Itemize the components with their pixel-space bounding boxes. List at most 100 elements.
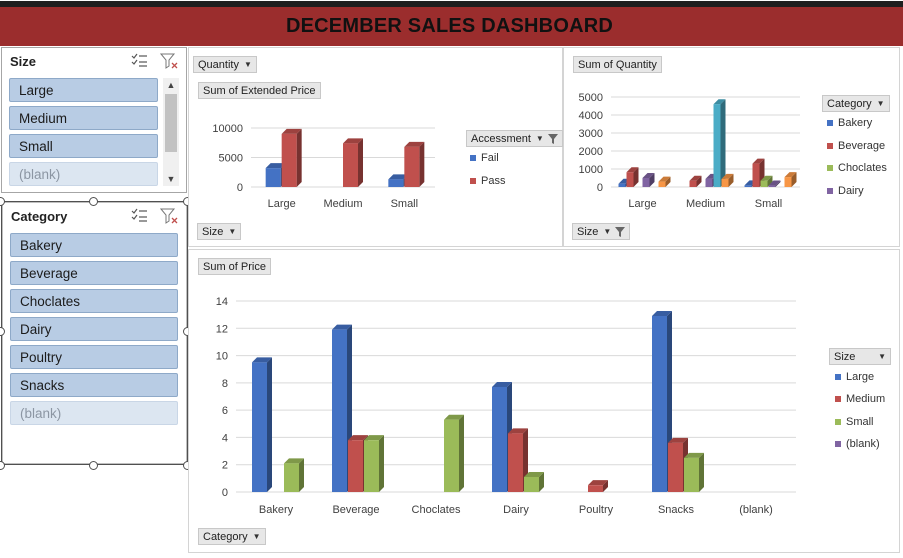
category-slicer-header: Category bbox=[3, 203, 186, 229]
x-tick-label: Choclates bbox=[412, 504, 461, 516]
size-field-button[interactable]: Size ▼ bbox=[572, 223, 631, 240]
y-tick-label: 3000 bbox=[579, 128, 603, 140]
clear-filter-icon[interactable] bbox=[160, 53, 178, 69]
y-tick-label: 12 bbox=[216, 323, 228, 335]
size-field-button[interactable]: Size ▼ bbox=[197, 223, 242, 240]
x-tick-label: Large bbox=[268, 198, 296, 210]
dashboard-title-bar: DECEMBER SALES DASHBOARD bbox=[0, 1, 903, 46]
bar-small-choclates bbox=[444, 414, 464, 492]
bar-medium-poultry bbox=[588, 480, 608, 492]
quantity-chart[interactable]: Sum of Quantity Category ▼ Bakery Beverag… bbox=[563, 47, 900, 247]
scroll-up-icon[interactable]: ▲ bbox=[166, 80, 176, 90]
sum-quantity-button[interactable]: Sum of Quantity bbox=[573, 56, 662, 73]
bar-pass-small bbox=[404, 141, 425, 187]
bar-large-bakery bbox=[252, 357, 272, 492]
x-tick-label: Beverage bbox=[332, 504, 379, 516]
scroll-thumb[interactable] bbox=[165, 94, 177, 152]
size-slicer[interactable]: Size Large Medium Small (blank) ▲ ▼ bbox=[1, 47, 187, 193]
dropdown-arrow-icon: ▼ bbox=[878, 352, 886, 361]
dropdown-arrow-icon: ▼ bbox=[243, 60, 252, 69]
size-legend-field-button[interactable]: Size ▼ bbox=[829, 348, 891, 365]
x-tick-label: Large bbox=[628, 198, 656, 210]
slicer-item-bakery[interactable]: Bakery bbox=[10, 233, 178, 257]
x-tick-label: Poultry bbox=[579, 504, 614, 516]
y-tick-label: 6 bbox=[222, 405, 228, 417]
slicer-item-medium[interactable]: Medium bbox=[9, 106, 158, 130]
legend-item-pass: Pass bbox=[470, 175, 505, 187]
bar-small-snacks bbox=[684, 452, 704, 492]
dropdown-arrow-icon: ▼ bbox=[876, 99, 885, 108]
category-slicer[interactable]: Category Bakery Beverage Choclates Dairy… bbox=[2, 202, 187, 464]
dropdown-arrow-icon: ▼ bbox=[603, 227, 612, 236]
legend-item-bakery: Bakery bbox=[827, 117, 872, 129]
resize-handle[interactable] bbox=[89, 197, 98, 206]
bar-series5-small bbox=[784, 172, 797, 187]
resize-handle[interactable] bbox=[89, 461, 98, 470]
slicer-item-snacks[interactable]: Snacks bbox=[10, 373, 178, 397]
y-tick-label: 5000 bbox=[579, 92, 603, 104]
category-slicer-title: Category bbox=[11, 208, 68, 224]
resize-handle[interactable] bbox=[0, 327, 5, 336]
y-tick-label: 0 bbox=[237, 182, 243, 194]
price-chart[interactable]: Sum of Price Size ▼ Large Medium Small (b… bbox=[188, 249, 900, 553]
bar-series5-large bbox=[658, 176, 671, 187]
y-tick-label: 14 bbox=[216, 296, 228, 308]
y-tick-label: 4000 bbox=[579, 110, 603, 122]
y-tick-label: 8 bbox=[222, 378, 228, 390]
sum-price-button[interactable]: Sum of Price bbox=[198, 258, 271, 275]
x-tick-label: (blank) bbox=[739, 504, 773, 516]
legend-item-choclates: Choclates bbox=[827, 162, 887, 174]
extended-price-chart[interactable]: Quantity ▼ Sum of Extended Price Accessme… bbox=[188, 47, 563, 247]
y-tick-label: 1000 bbox=[579, 164, 603, 176]
bar-dairy-small bbox=[768, 180, 781, 187]
column-header-strip bbox=[0, 1, 903, 7]
multi-select-icon[interactable] bbox=[131, 53, 148, 69]
y-tick-label: 0 bbox=[597, 182, 603, 194]
clear-filter-icon[interactable] bbox=[160, 208, 178, 224]
multi-select-icon[interactable] bbox=[131, 208, 148, 224]
slicer-item-poultry[interactable]: Poultry bbox=[10, 345, 178, 369]
size-slicer-scrollbar[interactable]: ▲ ▼ bbox=[163, 78, 179, 186]
y-tick-label: 2 bbox=[222, 460, 228, 472]
bar-series5-medium bbox=[721, 173, 734, 187]
slicer-item-dairy[interactable]: Dairy bbox=[10, 317, 178, 341]
slicer-item-blank[interactable]: (blank) bbox=[9, 162, 158, 186]
resize-handle[interactable] bbox=[0, 461, 5, 470]
scroll-down-icon[interactable]: ▼ bbox=[166, 174, 176, 184]
x-tick-label: Small bbox=[391, 198, 419, 210]
bar-small-beverage bbox=[364, 435, 384, 492]
resize-handle[interactable] bbox=[0, 197, 5, 206]
slicer-item-blank[interactable]: (blank) bbox=[10, 401, 178, 425]
filter-icon bbox=[547, 133, 558, 144]
dashboard-title: DECEMBER SALES DASHBOARD bbox=[285, 15, 614, 37]
bar-small-bakery bbox=[284, 458, 304, 492]
legend-item-beverage: Beverage bbox=[827, 140, 885, 152]
bar-beverage-large bbox=[626, 167, 639, 187]
category-field-button[interactable]: Category ▼ bbox=[822, 95, 890, 112]
x-tick-label: Snacks bbox=[658, 504, 695, 516]
legend-item-small: Small bbox=[835, 416, 874, 428]
chart2-plot: 5000 4000 3000 2000 1000 0 Large Medium Small bbox=[579, 92, 800, 210]
y-tick-label: 10 bbox=[216, 351, 228, 363]
x-tick-label: Small bbox=[755, 198, 783, 210]
y-tick-label: 2000 bbox=[579, 146, 603, 158]
slicer-item-beverage[interactable]: Beverage bbox=[10, 261, 178, 285]
y-tick-label: 0 bbox=[222, 487, 228, 499]
sum-extended-price-button[interactable]: Sum of Extended Price bbox=[198, 82, 321, 99]
quantity-field-button[interactable]: Quantity ▼ bbox=[193, 56, 257, 73]
slicer-item-choclates[interactable]: Choclates bbox=[10, 289, 178, 313]
slicer-item-large[interactable]: Large bbox=[9, 78, 158, 102]
legend-item-blank: (blank) bbox=[835, 438, 880, 450]
chart3-plot: 14 12 10 8 6 4 2 0 Bakery Beverage Choclates Dairy P… bbox=[216, 296, 796, 516]
x-tick-label: Medium bbox=[323, 198, 362, 210]
bar-pass-large bbox=[281, 128, 302, 187]
size-slicer-title: Size bbox=[10, 53, 37, 69]
legend-item-large: Large bbox=[835, 371, 874, 383]
chart1-plot: 10000 5000 0 Large Medium Small bbox=[212, 123, 435, 210]
category-field-button[interactable]: Category ▼ bbox=[198, 528, 266, 545]
accessment-field-button[interactable]: Accessment ▼ bbox=[466, 130, 563, 147]
legend-item-medium: Medium bbox=[835, 393, 885, 405]
dropdown-arrow-icon: ▼ bbox=[228, 227, 237, 236]
slicer-item-small[interactable]: Small bbox=[9, 134, 158, 158]
filter-icon bbox=[615, 226, 626, 237]
